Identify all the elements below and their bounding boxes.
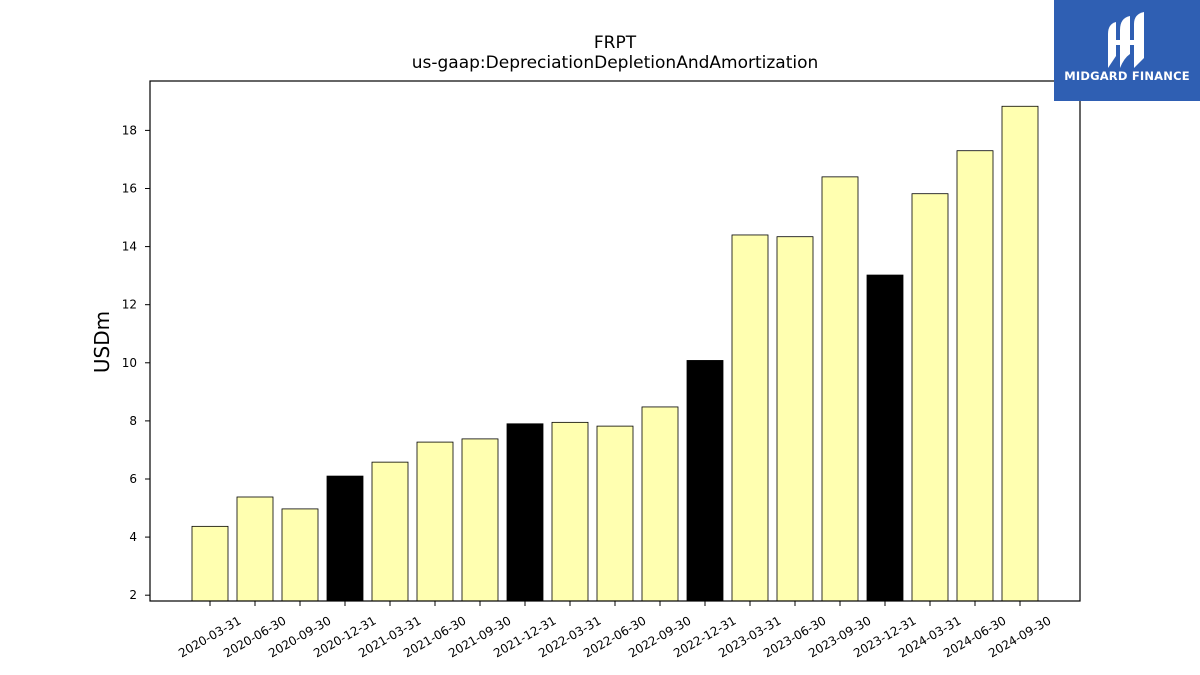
bar-2020-06-30 xyxy=(236,496,274,602)
bar-2022-06-30 xyxy=(596,425,634,602)
bar-2022-03-31 xyxy=(551,421,589,602)
y-tick-label: 8 xyxy=(129,414,137,428)
y-tick-label: 16 xyxy=(122,181,137,195)
bar-2020-03-31 xyxy=(191,525,229,602)
bar-2020-12-31 xyxy=(326,475,364,602)
bar-2021-12-31 xyxy=(506,423,544,602)
y-tick-label: 4 xyxy=(129,530,137,544)
bar-2024-03-31 xyxy=(911,193,949,602)
x-axis-ticks: 2020-03-312020-06-302020-09-302020-12-31… xyxy=(176,601,1054,660)
bar-2024-06-30 xyxy=(956,150,994,602)
plot-frame xyxy=(149,80,1081,602)
y-tick-label: 10 xyxy=(122,356,137,370)
bar-2021-06-30 xyxy=(416,441,454,602)
bar-2023-06-30 xyxy=(776,236,814,602)
chart-title: FRPT xyxy=(594,33,637,53)
y-axis-ticks: 2 4 6 8 10 12 14 16 18 xyxy=(122,123,150,602)
y-tick-label: 18 xyxy=(122,123,137,137)
bar-2024-09-30 xyxy=(1001,105,1039,602)
y-tick-label: 6 xyxy=(129,472,137,486)
bar-2022-09-30 xyxy=(641,406,679,602)
y-axis-label: USDm xyxy=(90,311,114,373)
y-tick-label: 14 xyxy=(122,240,137,254)
bars-group xyxy=(191,105,1039,602)
bar-2023-03-31 xyxy=(731,234,769,602)
y-tick-label: 12 xyxy=(122,298,137,312)
y-tick-label: 2 xyxy=(129,588,137,602)
bar-2021-09-30 xyxy=(461,438,499,602)
bar-2023-12-31 xyxy=(866,274,904,602)
brand-name: MIDGARD FINANCE xyxy=(1064,69,1190,83)
midgard-finance-logo-icon xyxy=(1108,12,1144,68)
brand-logo: MIDGARD FINANCE xyxy=(1054,0,1200,101)
bar-2020-09-30 xyxy=(281,508,319,602)
bar-2023-09-30 xyxy=(821,176,859,602)
bar-2021-03-31 xyxy=(371,461,409,602)
chart-subtitle: us-gaap:DepreciationDepletionAndAmortiza… xyxy=(412,53,819,73)
bar-2022-12-31 xyxy=(686,360,724,602)
